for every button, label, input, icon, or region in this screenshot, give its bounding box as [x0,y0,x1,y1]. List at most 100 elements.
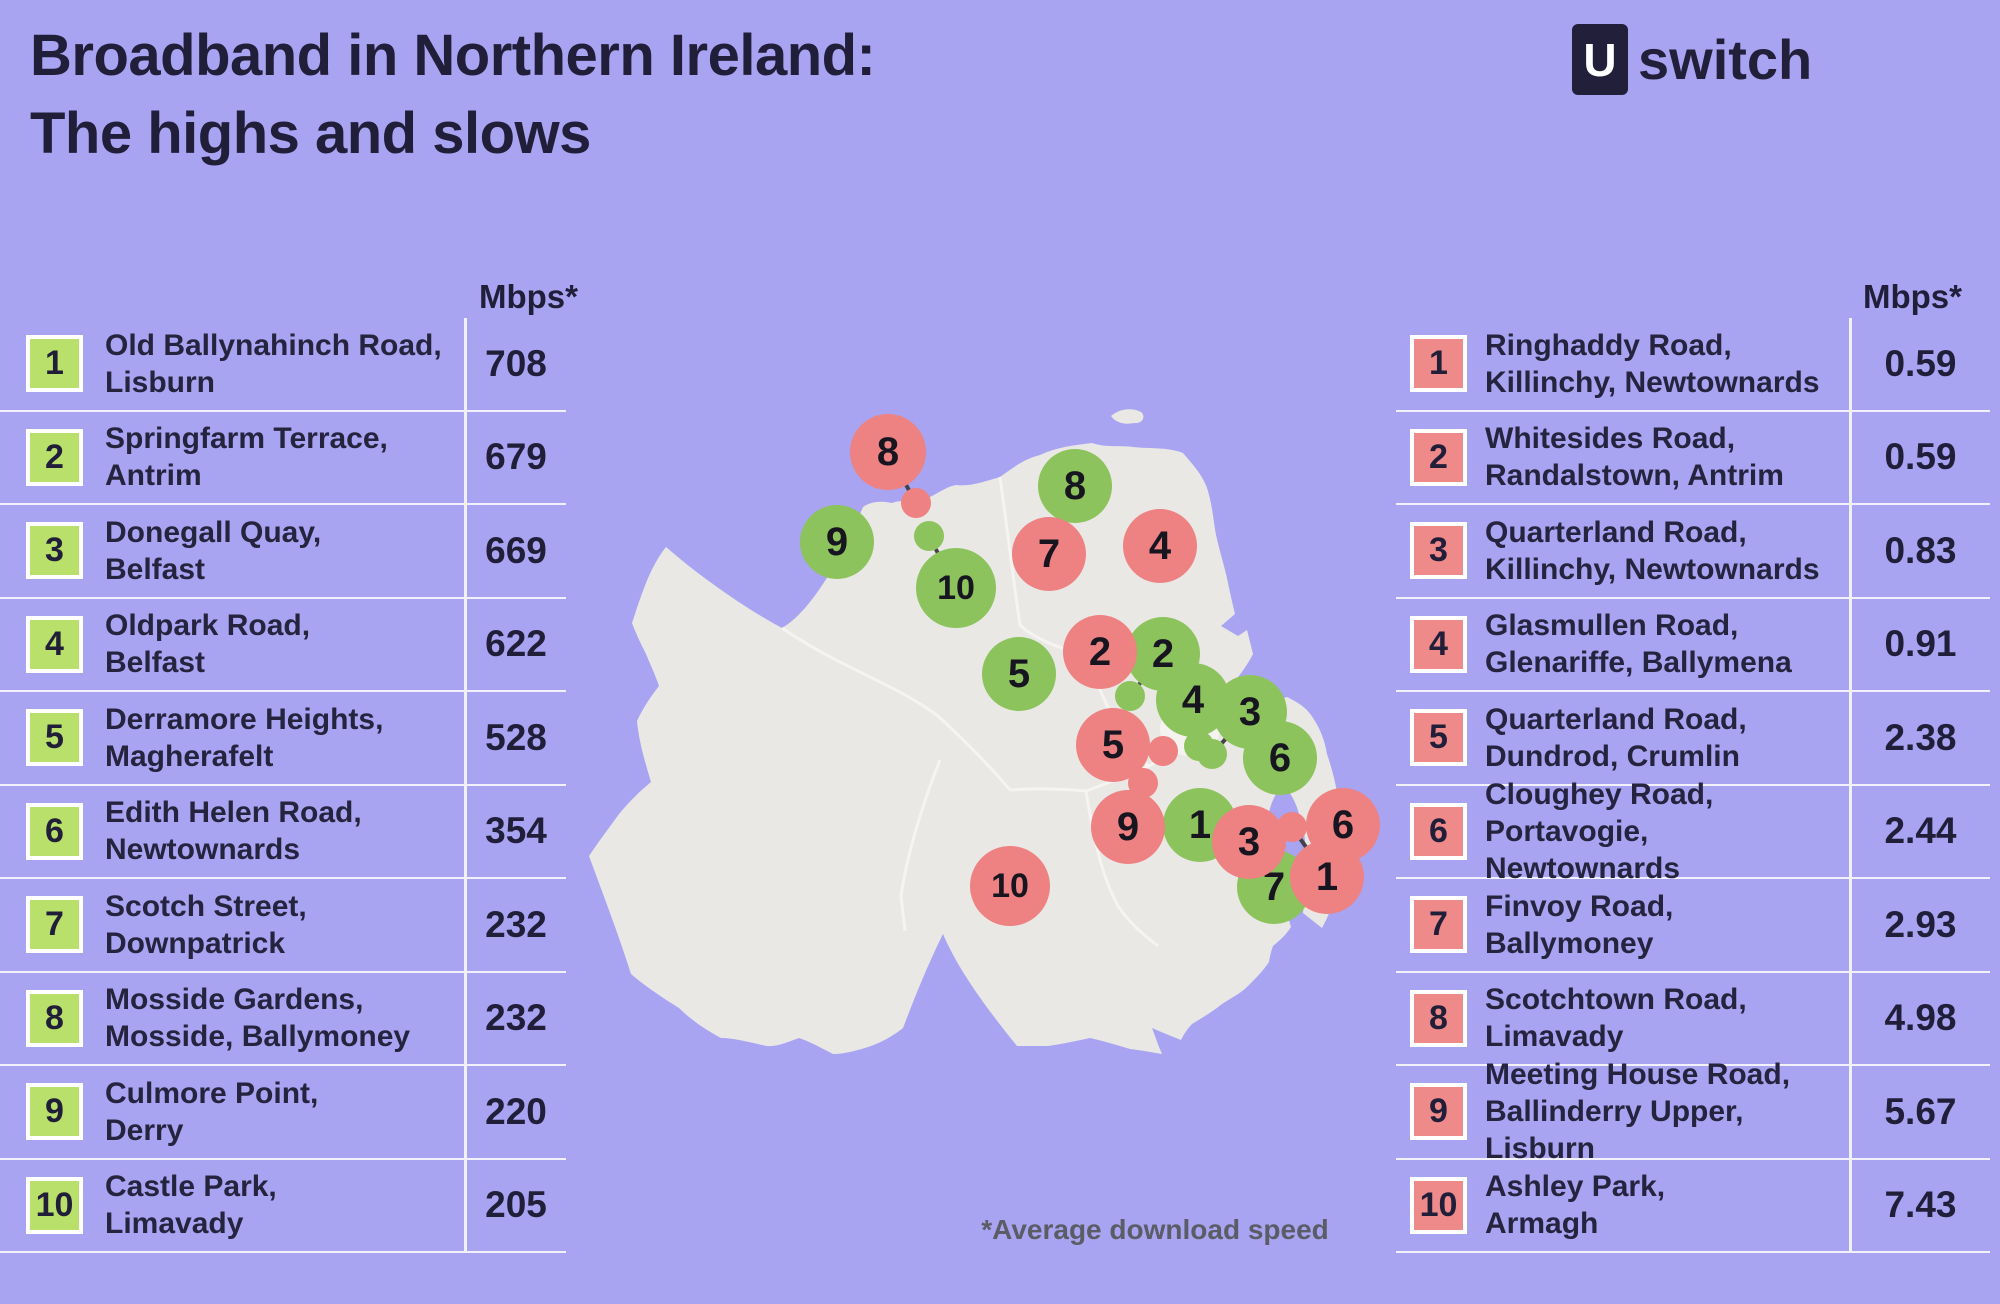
svg-text:5: 5 [1008,652,1030,696]
location-label: Donegall Quay, Belfast [105,514,321,588]
location-label: Ringhaddy Road, Killinchy, Newtownards [1485,327,1820,401]
location-line2: Randalstown, Antrim [1485,459,1784,493]
svg-text:7: 7 [1263,865,1285,909]
location-label: Whitesides Road, Randalstown, Antrim [1485,420,1784,494]
svg-text:4: 4 [1182,678,1205,722]
location-line1: Old Ballynahinch Road, [105,328,442,362]
svg-text:2: 2 [1152,632,1174,676]
northern-ireland-map: 8 9 10 5 2 4 3 6 1 7 8 7 4 2 5 9 10 3 6 … [570,385,1410,1175]
table-row: 5 Derramore Heights, Magherafelt 528 [0,692,566,786]
table-row: 10 Castle Park, Limavady 205 [0,1160,566,1253]
location-line1: Donegall Quay, [105,515,322,549]
location-line2: Downpatrick [105,926,286,960]
speed-value: 220 [485,1090,547,1132]
speed-value: 0.59 [1884,342,1957,384]
location-label: Glasmullen Road, Glenariffe, Ballymena [1485,607,1792,681]
location-label: Ashley Park, Armagh [1485,1168,1665,1242]
location-line1: Springfarm Terrace, [105,422,388,456]
svg-text:1: 1 [1189,803,1211,847]
location-line1: Derramore Heights, [105,702,384,736]
table-row: 2 Whitesides Road, Randalstown, Antrim 0.… [1396,412,1990,505]
rank-badge: 10 [26,1176,83,1234]
location-line2: Belfast [105,552,206,586]
table-row: 6 Cloughey Road, Portavogie, Newtownards … [1396,778,1990,885]
svg-text:3: 3 [1238,820,1260,864]
map-marker-fast-5: 5 [982,637,1056,711]
right-table-mbps-header: Mbps* [1863,278,1962,315]
svg-text:4: 4 [1149,524,1172,568]
speed-value: 232 [485,903,547,945]
location-line1: Edith Helen Road, [105,796,362,830]
svg-text:3: 3 [1239,690,1261,734]
rank-badge: 4 [26,615,83,673]
location-label: Edith Helen Road, Newtownards [105,794,362,868]
svg-text:9: 9 [826,520,848,564]
location-line2: Killinchy, Newtownards [1485,552,1820,586]
table-row: 1 Ringhaddy Road, Killinchy, Newtownards … [1396,318,1990,412]
ni-map-svg: 8 9 10 5 2 4 3 6 1 7 8 7 4 2 5 9 10 3 6 … [589,409,1380,1054]
location-line1: Ringhaddy Road, [1485,328,1732,362]
svg-text:6: 6 [1332,803,1354,847]
location-line2: Killinchy, Newtownards [1485,365,1820,399]
table-row: 2 Springfarm Terrace, Antrim 679 [0,412,566,505]
location-line1: Castle Park, [105,1170,277,1204]
slow-location-dot [1148,736,1178,766]
rank-badge: 7 [1410,896,1467,954]
location-label: Derramore Heights, Magherafelt [105,701,383,775]
table-row: 7 Scotch Street, Downpatrick 232 [0,879,566,973]
rank-badge: 9 [26,1083,83,1141]
location-line1: Glasmullen Road, [1485,609,1739,643]
location-label: Scotchtown Road, Limavady [1485,981,1747,1055]
location-line2: Armagh [1485,1207,1599,1241]
map-marker-slow-10: 10 [970,846,1050,926]
page-title-line2: The highs and slows [30,101,591,166]
ni-landmass [589,443,1344,1054]
location-line2: Newtownards [105,833,301,867]
table-row: 9 Culmore Point, Derry 220 [0,1066,566,1160]
fastest-streets-table: 1 Old Ballynahinch Road, Lisburn 708 2 Sp… [0,318,566,1253]
svg-text:9: 9 [1117,805,1139,849]
table-row: 8 Mosside Gardens, Mosside, Ballymoney 23… [0,973,566,1066]
location-line1: Culmore Point, [105,1076,319,1110]
table-row: 4 Glasmullen Road, Glenariffe, Ballymena … [1396,599,1990,692]
map-marker-slow-7: 7 [1012,517,1086,591]
page-title-line1: Broadband in Northern Ireland: [30,23,876,88]
location-label: Scotch Street, Downpatrick [105,888,307,962]
location-label: Quarterland Road, Dundrod, Crumlin [1485,701,1747,775]
location-line1: Finvoy Road, [1485,889,1674,923]
table-row: 7 Finvoy Road, Ballymoney 2.93 [1396,879,1990,973]
speed-value: 7.43 [1884,1184,1957,1226]
svg-text:7: 7 [1038,532,1060,576]
table-row: 10 Ashley Park, Armagh 7.43 [1396,1160,1990,1253]
location-line1: Whitesides Road, [1485,422,1736,456]
map-marker-fast-8: 8 [1038,449,1112,523]
location-label: Culmore Point, Derry [105,1075,318,1149]
location-line2: Dundrod, Crumlin [1485,739,1740,773]
uswitch-logo-text: switch [1638,28,1813,91]
average-speed-footnote: *Average download speed [981,1214,1329,1245]
map-marker-slow-4: 4 [1123,509,1197,583]
rank-badge: 6 [1410,802,1467,860]
location-line1: Mosside Gardens, [105,983,364,1017]
svg-text:5: 5 [1102,723,1124,767]
rank-badge: 9 [1410,1083,1467,1141]
location-line1: Ashley Park, [1485,1170,1666,1204]
location-label: Mosside Gardens, Mosside, Ballymoney [105,981,410,1055]
rank-badge: 2 [26,428,83,486]
uswitch-logo: U switch [1572,24,1812,95]
speed-value: 232 [485,997,547,1039]
table-row: 5 Quarterland Road, Dundrod, Crumlin 2.38 [1396,692,1990,786]
uswitch-logo-u-icon: U [1572,24,1628,95]
location-label: Springfarm Terrace, Antrim [105,420,388,494]
location-line1: Quarterland Road, [1485,515,1747,549]
location-line2: Glenariffe, Ballymena [1485,646,1792,680]
rank-badge: 10 [1410,1176,1467,1234]
map-marker-fast-9: 9 [800,505,874,579]
location-line2: Lisburn [105,365,215,399]
speed-value: 205 [485,1184,547,1226]
map-marker-slow-9: 9 [1091,790,1165,864]
rank-badge: 8 [26,989,83,1047]
speed-value: 679 [485,436,547,478]
svg-text:10: 10 [937,569,975,607]
location-line1: Quarterland Road, [1485,702,1747,736]
